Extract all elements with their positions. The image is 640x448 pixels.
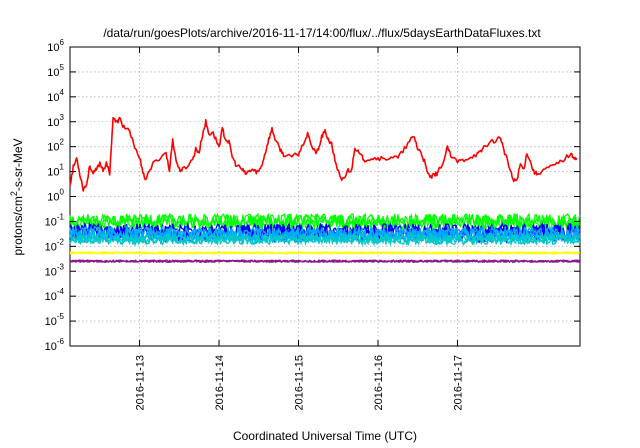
- y-tick-exponent: -3: [57, 262, 65, 271]
- y-tick-base: 10: [45, 341, 57, 353]
- y-tick-exponent: 6: [60, 38, 65, 47]
- y-tick-base: 10: [47, 192, 59, 204]
- y-tick-exponent: 5: [60, 63, 65, 72]
- band-series: [69, 212, 581, 264]
- y-axis-label: protons/cm2-s-sr-MeV: [9, 138, 25, 255]
- y-tick-base: 10: [45, 266, 57, 278]
- y-tick-label: 101: [47, 163, 64, 179]
- x-tick-label: 2016-11-16: [373, 355, 385, 410]
- y-tick-label: 103: [47, 113, 64, 129]
- y-tick-label: 10-4: [45, 287, 65, 303]
- y-tick-label: 10-5: [45, 312, 65, 328]
- y-tick-label: 102: [47, 138, 64, 154]
- y-tick-base: 10: [45, 316, 57, 328]
- y-tick-exponent: -1: [57, 212, 65, 221]
- y-tick-exponent: -5: [57, 312, 65, 321]
- y-tick-base: 10: [47, 142, 59, 154]
- y-tick-label: 105: [47, 63, 64, 79]
- y-tick-base: 10: [47, 67, 59, 79]
- y-tick-base: 10: [45, 241, 57, 253]
- series-band-6: [69, 259, 580, 264]
- y-tick-base: 10: [47, 92, 59, 104]
- x-axis-label: Coordinated Universal Time (UTC): [233, 429, 417, 443]
- y-tick-label: 10-3: [45, 262, 65, 278]
- chart-title: /data/run/goesPlots/archive/2016-11-17/1…: [103, 26, 541, 40]
- y-tick-exponent: 3: [60, 113, 65, 122]
- line-series: [69, 116, 578, 192]
- y-tick-exponent: 2: [60, 138, 65, 147]
- y-tick-exponent: -6: [57, 337, 65, 346]
- y-tick-base: 10: [47, 42, 59, 54]
- y-tick-base: 10: [47, 167, 59, 179]
- series-band-1: [69, 212, 581, 232]
- y-tick-label: 10-1: [45, 212, 65, 228]
- y-tick-label: 10-2: [45, 237, 65, 253]
- y-axis-label-sup: 2: [9, 191, 19, 196]
- y-axis-label-suffix: -s-sr-MeV: [11, 138, 25, 191]
- series-band-4: [69, 232, 581, 247]
- y-axis-ticks: 10-610-510-410-310-210-11001011021031041…: [45, 38, 580, 353]
- y-tick-label: 106: [47, 38, 64, 54]
- y-tick-exponent: 4: [60, 88, 65, 97]
- grid: [70, 47, 580, 346]
- x-tick-label: 2016-11-13: [135, 355, 147, 410]
- y-tick-base: 10: [45, 216, 57, 228]
- series-line-0: [69, 116, 578, 192]
- y-tick-exponent: 0: [60, 188, 65, 197]
- x-tick-label: 2016-11-15: [294, 355, 306, 410]
- y-tick-exponent: -4: [57, 287, 65, 296]
- y-tick-label: 104: [47, 88, 64, 104]
- x-tick-label: 2016-11-17: [452, 355, 464, 410]
- x-axis-ticks: 2016-11-13 2016-11-14 2016-11-15 2016-11-16…: [135, 47, 464, 410]
- y-tick-exponent: 1: [60, 163, 65, 172]
- y-tick-base: 10: [45, 291, 57, 303]
- y-tick-label: 100: [47, 188, 64, 204]
- y-tick-exponent: -2: [57, 237, 65, 246]
- x-tick-label: 2016-11-14: [214, 355, 226, 410]
- y-axis-label-prefix: protons/cm: [11, 196, 25, 255]
- y-tick-label: 10-6: [45, 337, 65, 353]
- y-tick-base: 10: [47, 117, 59, 129]
- series-band-5: [69, 250, 581, 255]
